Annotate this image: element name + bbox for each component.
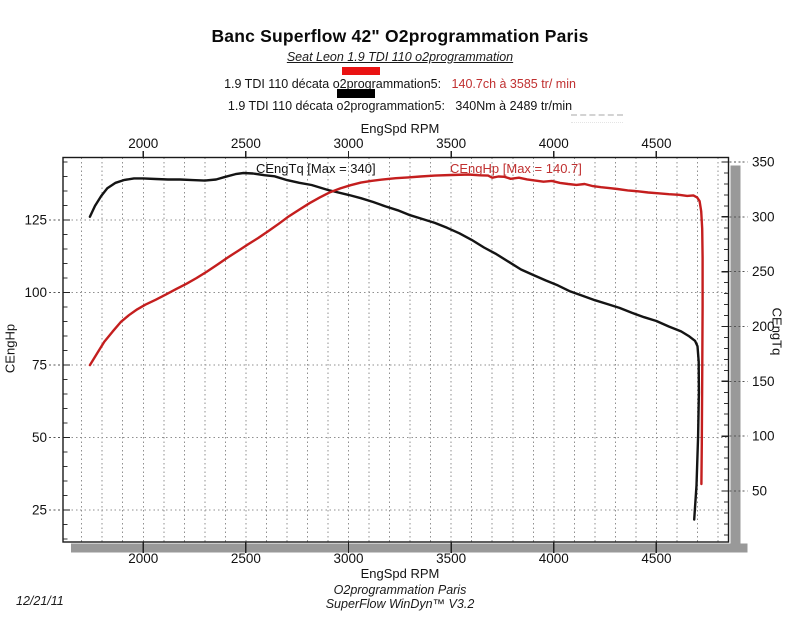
x-tick-label-top: 4500	[641, 136, 671, 151]
x-tick-label-bottom: 2000	[128, 551, 158, 566]
x-tick-label-bottom: 2500	[231, 551, 261, 566]
plot-border	[62, 156, 730, 543]
legend-entry-power: 1.9 TDI 110 décata o2programmation5: 140…	[0, 77, 800, 91]
left-tick-label: 125	[24, 213, 47, 228]
left-tick-label: 75	[32, 358, 47, 373]
plot-shadow-right	[730, 165, 741, 545]
footer-shop-name: O2programmation Paris	[333, 583, 467, 597]
x-tick-label-top: 3000	[334, 136, 364, 151]
right-tick-label: 250	[752, 264, 775, 279]
legend-swatch-power	[342, 67, 380, 75]
x-axis-title-bottom: EngSpd RPM	[360, 566, 440, 581]
left-tick-label: 100	[24, 285, 47, 300]
legend-label-power: 1.9 TDI 110 décata o2programmation5:	[224, 77, 442, 91]
x-tick-label-top: 2000	[128, 136, 158, 151]
y-axis-title-left: CEngHp	[2, 323, 18, 374]
x-tick-label-bottom: 3500	[436, 551, 466, 566]
x-tick-label-bottom: 3000	[334, 551, 364, 566]
legend-value-power: 140.7ch à 3585 tr/ min	[451, 77, 576, 91]
x-tick-label-bottom: 4000	[539, 551, 569, 566]
x-tick-label-top: 4000	[539, 136, 569, 151]
page-title: Banc Superflow 42" O2programmation Paris	[211, 26, 589, 46]
print-smudge-artifact	[571, 114, 623, 123]
right-tick-label: 150	[752, 374, 775, 389]
y-axis-title-right: CEngTq	[769, 307, 785, 356]
page-subtitle: Seat Leon 1.9 TDI 110 o2programmation	[286, 50, 514, 64]
legend-entry-torque: 1.9 TDI 110 décata o2programmation5: 340…	[0, 99, 800, 113]
torque-curve	[88, 171, 701, 521]
right-tick-label: 100	[752, 429, 775, 444]
x-tick-label-bottom: 4500	[641, 551, 671, 566]
x-axis-title-top: EngSpd RPM	[360, 121, 440, 136]
left-tick-label: 25	[32, 503, 47, 518]
right-tick-label: 300	[752, 209, 775, 224]
torque-max-annotation: CEngTq [Max = 340]	[256, 161, 376, 176]
power-curve	[88, 173, 704, 486]
legend-value-torque: 340Nm à 2489 tr/min	[455, 99, 573, 113]
right-tick-label: 50	[752, 484, 767, 499]
legend-label-torque: 1.9 TDI 110 décata o2programmation5:	[227, 99, 445, 113]
legend-swatch-torque	[337, 89, 375, 98]
left-tick-label: 50	[32, 430, 47, 445]
plot-shadow-bottom	[71, 543, 748, 553]
date-stamp: 12/21/11	[16, 594, 64, 608]
power-max-annotation: CEngHp [Max = 140.7]	[450, 161, 582, 176]
x-tick-label-top: 2500	[231, 136, 261, 151]
plot-area	[63, 157, 729, 542]
footer-software-version: SuperFlow WinDyn™ V3.2	[325, 597, 475, 611]
right-tick-label: 200	[752, 319, 775, 334]
x-tick-label-top: 3500	[436, 136, 466, 151]
right-tick-label: 350	[752, 154, 775, 169]
